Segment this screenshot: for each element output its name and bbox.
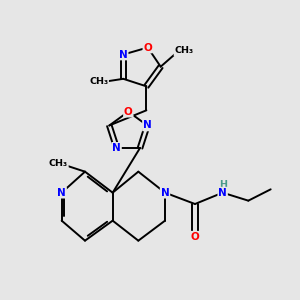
Text: N: N [160, 188, 169, 198]
Text: N: N [57, 188, 66, 198]
Text: O: O [190, 232, 200, 242]
Text: O: O [143, 43, 152, 52]
Text: N: N [143, 121, 152, 130]
Text: O: O [124, 107, 133, 117]
Text: N: N [218, 188, 227, 198]
Text: CH₃: CH₃ [49, 158, 68, 167]
Text: N: N [119, 50, 128, 59]
Text: CH₃: CH₃ [89, 77, 108, 86]
Text: CH₃: CH₃ [174, 46, 194, 56]
Text: H: H [219, 180, 227, 189]
Text: N: N [112, 143, 121, 153]
